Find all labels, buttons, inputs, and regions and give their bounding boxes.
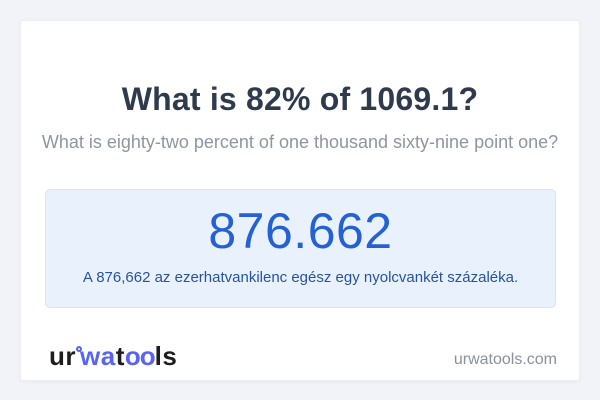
logo-link[interactable]: ur watools <box>49 342 177 370</box>
page-subtitle: What is eighty-two percent of one thousa… <box>41 132 559 152</box>
answer-sentence: A 876,662 az ezerhatvankilenc egész egy … <box>82 269 519 286</box>
page-title: What is 82% of 1069.1? <box>121 81 479 117</box>
logo-text-ur: ur <box>49 341 76 371</box>
logo-text-ls: ls <box>154 341 178 371</box>
logo-text-wa: wa <box>80 341 116 371</box>
logo-text-t: t <box>115 341 125 371</box>
logo-glasses-oo: oo <box>124 341 156 371</box>
ring-icon <box>76 346 82 352</box>
answer-value: 876.662 <box>208 203 393 259</box>
site-domain: urwatools.com <box>453 351 557 368</box>
answer-panel: 876.662 A 876,662 az ezerhatvankilenc eg… <box>45 189 556 308</box>
footer: ur watools urwatools.com <box>49 342 557 370</box>
result-card: What is 82% of 1069.1? What is eighty-tw… <box>20 20 580 381</box>
